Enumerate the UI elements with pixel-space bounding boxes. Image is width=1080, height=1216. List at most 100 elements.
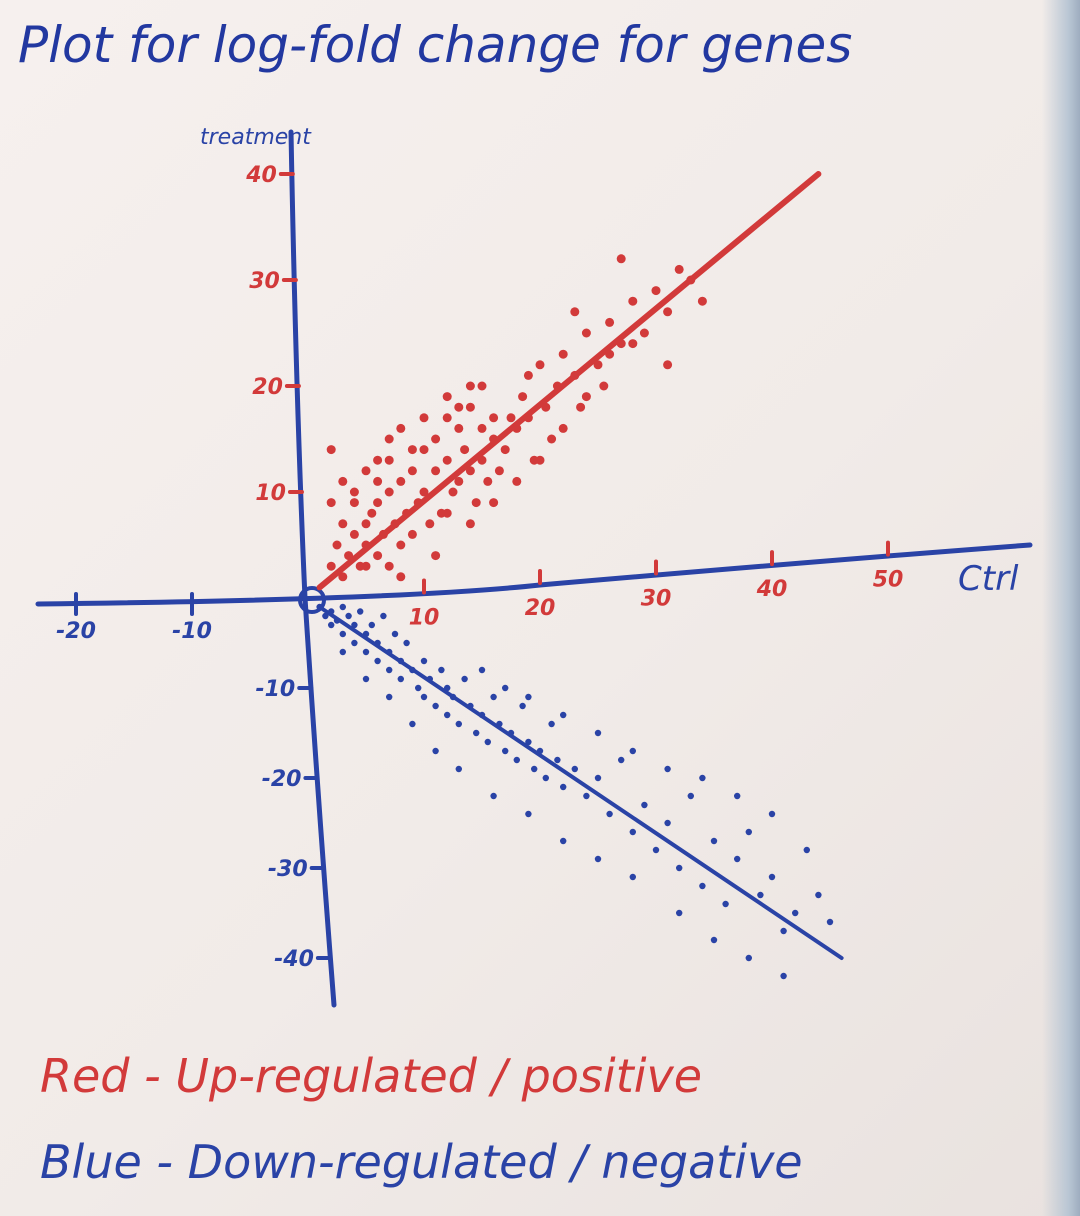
point-blue-29	[438, 666, 445, 674]
trend-line-blue	[317, 605, 844, 960]
point-red-53	[576, 402, 586, 412]
point-blue-55	[606, 810, 613, 818]
y-tick-label--20: -20	[262, 767, 302, 792]
x-tick-label-50: 50	[873, 568, 904, 593]
legend-blue-text: Down-regulated / negative	[188, 1135, 803, 1189]
point-red-16	[396, 540, 406, 550]
point-red-97	[477, 423, 487, 433]
point-blue-81	[664, 765, 671, 773]
point-blue-39	[490, 693, 497, 701]
point-red-78	[558, 423, 568, 433]
point-blue-87	[386, 693, 393, 701]
point-blue-91	[490, 792, 497, 800]
point-red-25	[431, 434, 441, 444]
point-red-33	[465, 466, 475, 476]
point-red-35	[471, 498, 481, 508]
point-red-23	[425, 519, 435, 529]
x-tick-label-20: 20	[525, 596, 556, 621]
point-blue-21	[397, 675, 404, 683]
x-tick-label--10: -10	[172, 619, 212, 644]
point-red-47	[535, 360, 545, 370]
point-red-59	[628, 296, 638, 306]
point-red-36	[477, 455, 487, 465]
point-blue-0	[316, 603, 323, 611]
point-red-62	[663, 307, 673, 317]
point-blue-12	[362, 648, 370, 656]
point-red-21	[419, 487, 429, 497]
point-blue-23	[409, 666, 416, 674]
point-red-32	[460, 445, 470, 455]
point-blue-11	[362, 630, 370, 638]
point-blue-51	[560, 783, 567, 791]
point-blue-31	[444, 711, 451, 719]
point-red-82	[663, 360, 673, 370]
point-red-19	[407, 529, 417, 539]
point-blue-7	[345, 612, 352, 620]
point-red-100	[616, 254, 626, 264]
point-red-83	[396, 423, 406, 433]
point-blue-94	[594, 855, 602, 863]
point-red-85	[442, 508, 452, 518]
point-red-41	[500, 445, 510, 455]
point-red-80	[605, 349, 615, 359]
point-blue-89	[432, 747, 439, 755]
point-blue-49	[548, 720, 555, 728]
point-blue-57	[629, 828, 636, 836]
y-tick-label--10: -10	[255, 677, 295, 702]
legend-red-name: Red	[40, 1049, 130, 1103]
point-red-74	[465, 381, 475, 391]
point-red-54	[581, 392, 591, 402]
point-blue-97	[710, 936, 718, 944]
x-tick-label--20: -20	[56, 619, 96, 644]
point-red-94	[396, 572, 406, 582]
point-blue-26	[420, 693, 428, 701]
point-blue-1	[322, 612, 329, 620]
x-tick-label-30: 30	[641, 587, 672, 612]
point-blue-22	[403, 639, 410, 647]
point-blue-79	[594, 729, 602, 737]
paper-edge-shadow	[1042, 0, 1080, 1216]
point-red-28	[442, 413, 452, 423]
point-red-73	[442, 392, 452, 402]
point-blue-56	[618, 756, 625, 764]
point-blue-77	[525, 693, 532, 701]
point-red-86	[465, 519, 475, 529]
point-red-45	[523, 370, 533, 380]
trend-lines	[316, 171, 844, 960]
point-blue-59	[652, 846, 660, 854]
point-blue-35	[467, 702, 474, 710]
point-blue-36	[473, 729, 480, 737]
point-blue-65	[722, 900, 729, 908]
point-red-64	[686, 275, 696, 285]
x-tick-label-10: 10	[409, 606, 440, 631]
point-red-8	[367, 508, 377, 518]
point-red-10	[373, 498, 383, 508]
point-blue-37	[478, 711, 486, 719]
point-blue-41	[502, 747, 509, 755]
chart-title: Plot for log-fold change for genes	[18, 16, 852, 74]
point-blue-33	[455, 720, 462, 728]
point-blue-32	[449, 693, 457, 701]
point-red-52	[570, 370, 580, 380]
point-blue-34	[461, 675, 468, 683]
point-red-7	[361, 540, 371, 550]
point-blue-63	[699, 882, 706, 890]
point-blue-76	[502, 684, 509, 692]
point-blue-62	[687, 792, 694, 800]
point-blue-78	[560, 711, 567, 719]
point-red-12	[384, 487, 394, 497]
point-blue-67	[745, 828, 752, 836]
point-red-69	[361, 466, 371, 476]
point-blue-3	[328, 621, 335, 629]
point-blue-58	[641, 801, 648, 809]
point-red-98	[523, 413, 533, 423]
point-red-11	[378, 529, 388, 539]
point-blue-88	[409, 720, 416, 728]
point-red-70	[373, 476, 383, 486]
point-red-60	[639, 328, 649, 338]
point-red-3	[344, 551, 354, 561]
point-blue-93	[560, 837, 567, 845]
legend-entry-blue: Blue - Down-regulated / negative	[40, 1135, 803, 1189]
